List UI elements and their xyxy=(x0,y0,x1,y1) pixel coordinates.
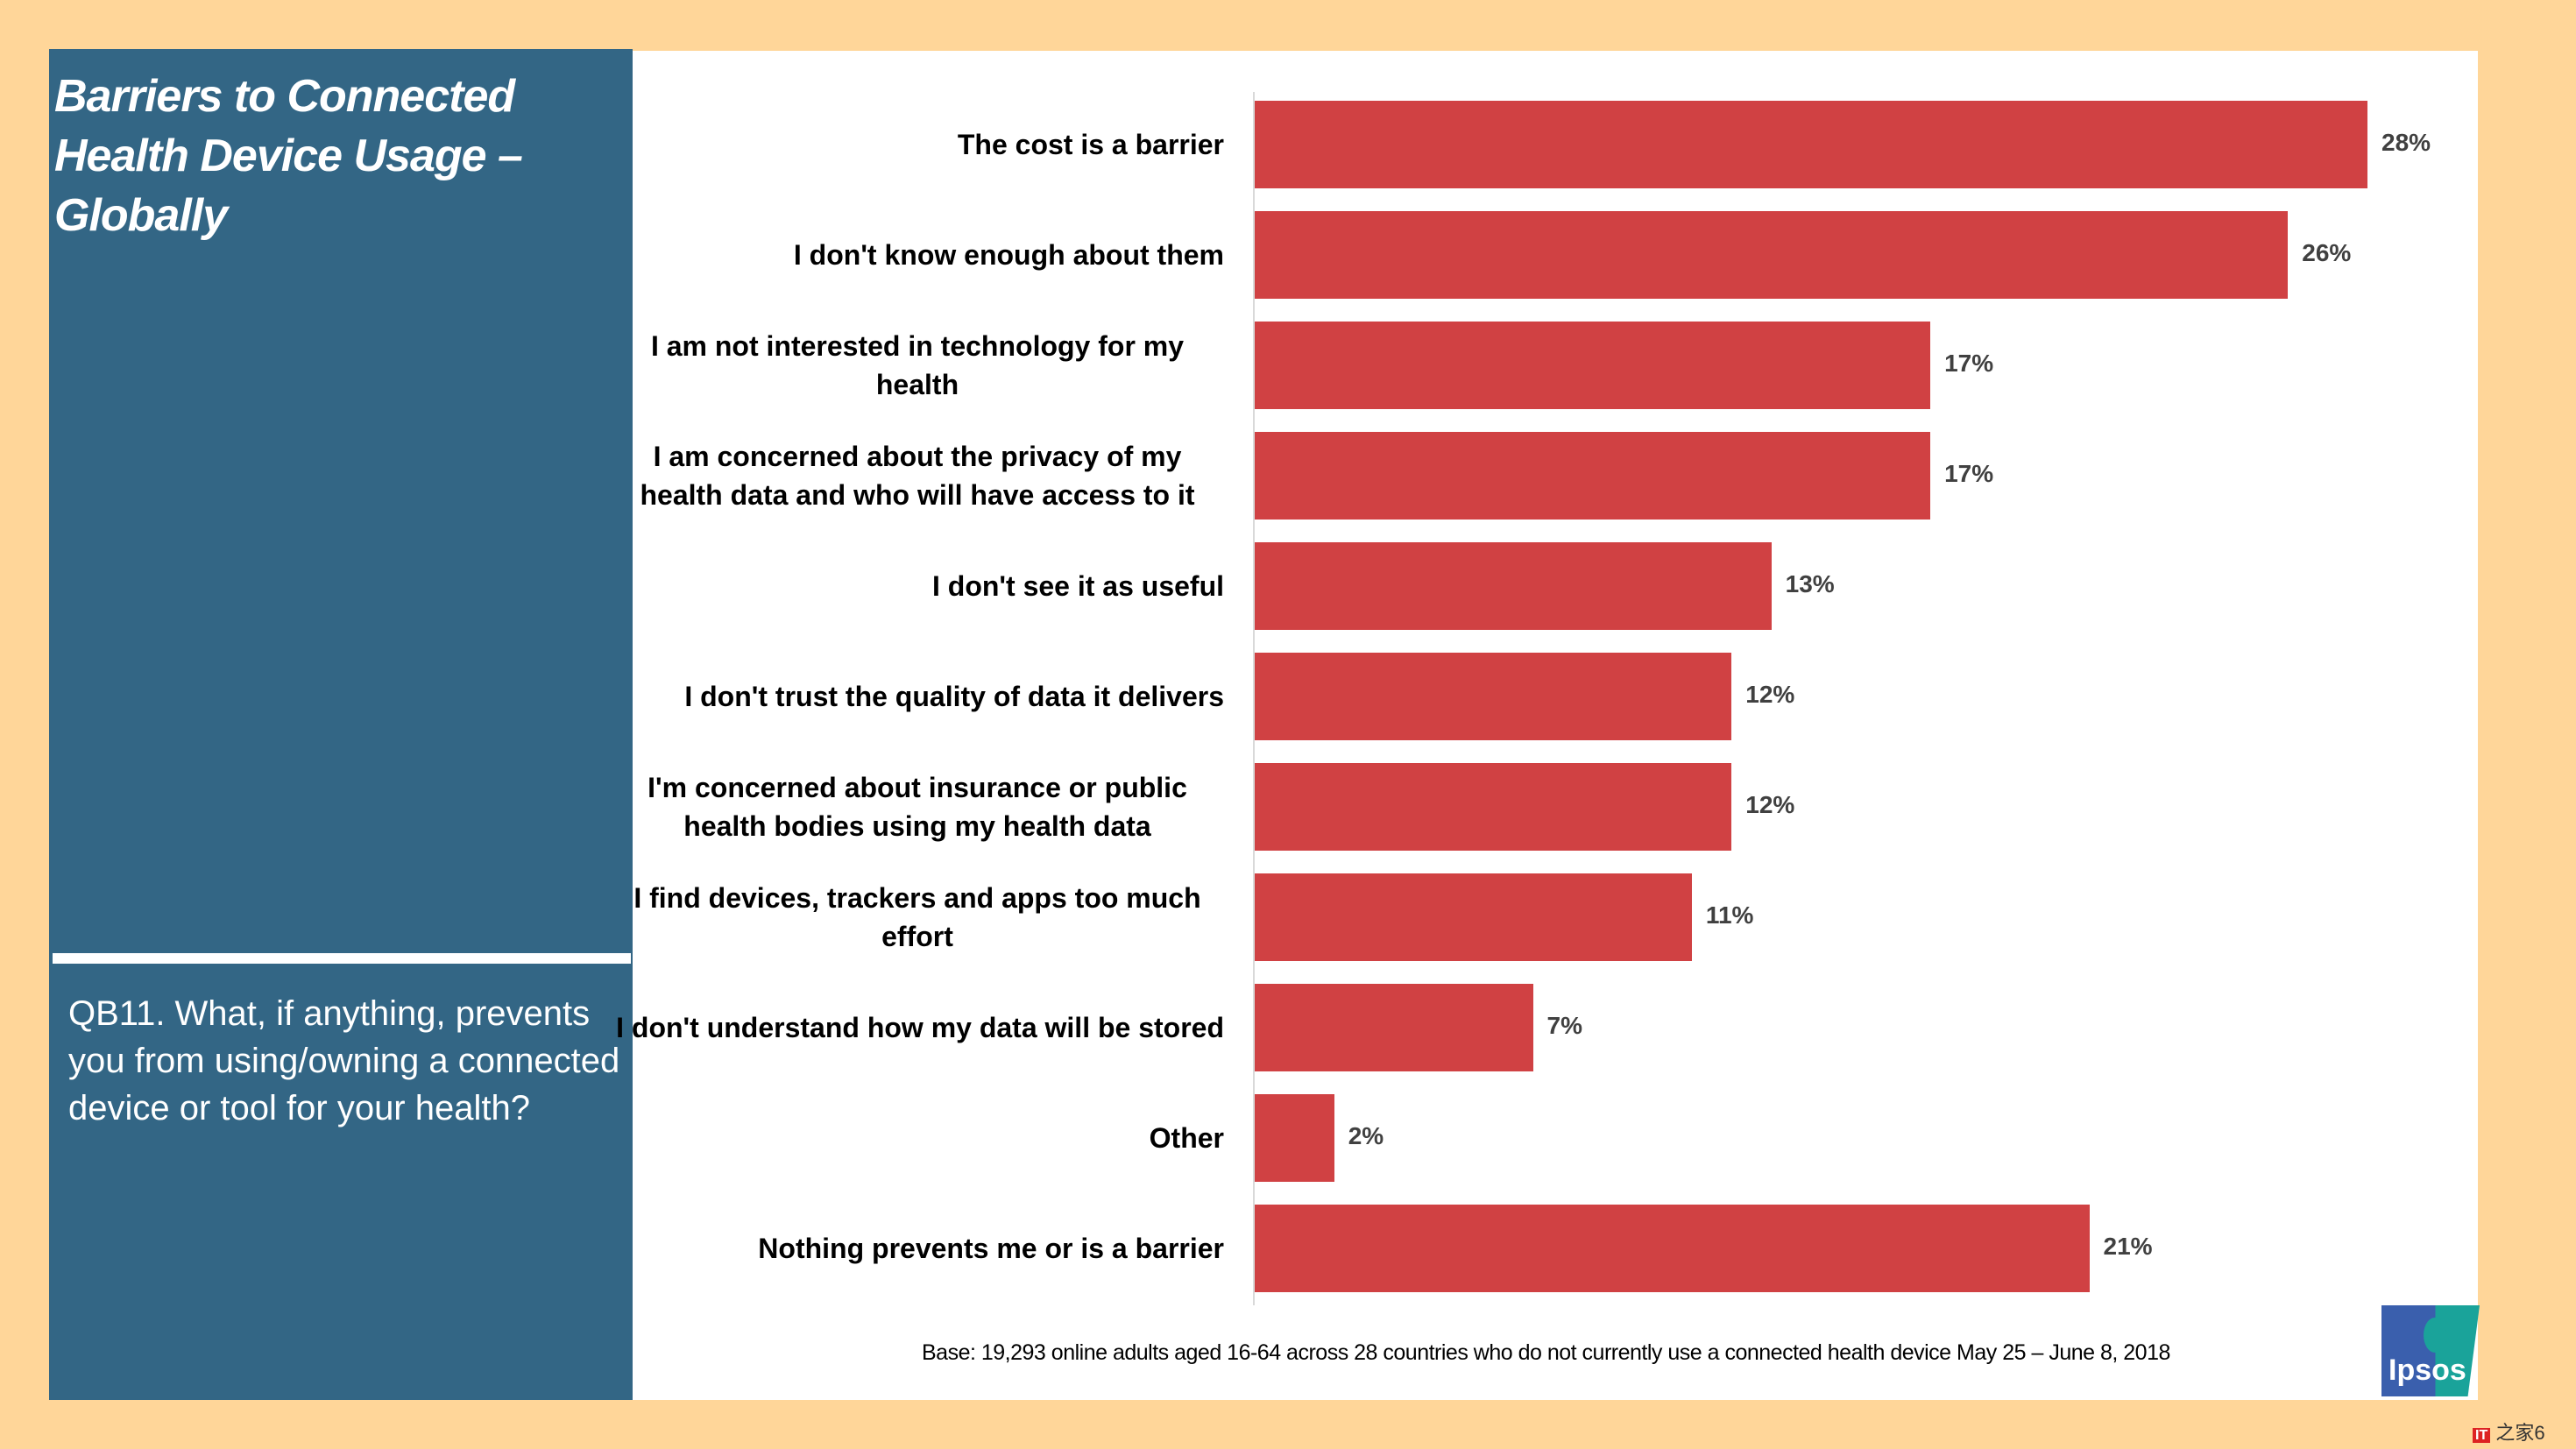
head-silhouette-icon xyxy=(2424,1318,2446,1353)
category-label: I don't see it as useful xyxy=(611,542,1224,630)
bar xyxy=(1255,1205,2090,1292)
category-label-text: I don't see it as useful xyxy=(931,570,1224,602)
category-label-text: I am not interested in technology for my… xyxy=(650,330,1185,400)
category-label: I am concerned about the privacy of my h… xyxy=(611,432,1224,520)
category-label-text: I find devices, trackers and apps too mu… xyxy=(633,882,1201,952)
category-label: I am not interested in technology for my… xyxy=(611,322,1224,409)
data-label: 7% xyxy=(1546,1012,1582,1039)
sidebar-panel xyxy=(49,49,633,1400)
data-label: 12% xyxy=(1745,681,1795,708)
category-label: I don't trust the quality of data it del… xyxy=(611,653,1224,740)
data-label: 17% xyxy=(1944,460,1994,487)
bar xyxy=(1255,653,1732,740)
bar xyxy=(1255,322,1931,409)
category-label-text: I don't trust the quality of data it del… xyxy=(684,681,1224,712)
bar xyxy=(1255,542,1772,630)
category-label: Nothing prevents me or is a barrier xyxy=(611,1205,1224,1292)
category-label-text: I am concerned about the privacy of my h… xyxy=(640,441,1195,511)
category-label-text: Nothing prevents me or is a barrier xyxy=(758,1233,1224,1264)
data-label: 13% xyxy=(1785,570,1835,597)
data-label: 12% xyxy=(1745,791,1795,818)
data-label: 26% xyxy=(2302,239,2352,266)
data-label: 21% xyxy=(2103,1233,2153,1260)
survey-question: QB11. What, if anything, prevents you fr… xyxy=(68,994,620,1127)
category-label-text: I'm concerned about insurance or public … xyxy=(648,772,1187,842)
category-label: I'm concerned about insurance or public … xyxy=(611,763,1224,851)
divider xyxy=(53,953,631,964)
bar xyxy=(1255,432,1931,520)
bar xyxy=(1255,211,2289,299)
watermark: IT 之家6 xyxy=(2473,1417,2545,1445)
category-label-text: Other xyxy=(1149,1122,1224,1154)
category-label-text: I don't understand how my data will be s… xyxy=(616,1012,1224,1043)
bar xyxy=(1255,873,1692,961)
ipsos-logo: Ipsos xyxy=(2381,1305,2480,1396)
bar xyxy=(1255,101,2367,188)
y-axis-line xyxy=(1253,92,1255,1305)
data-label: 11% xyxy=(1705,901,1754,929)
category-label-text: I don't know enough about them xyxy=(793,239,1224,271)
data-label: 2% xyxy=(1348,1122,1384,1149)
category-label: The cost is a barrier xyxy=(611,101,1224,188)
logo-text: Ipsos xyxy=(2388,1354,2466,1387)
data-label: 17% xyxy=(1944,350,1994,377)
category-label: I don't understand how my data will be s… xyxy=(611,984,1224,1071)
category-label: I don't know enough about them xyxy=(611,211,1224,299)
data-label: 28% xyxy=(2381,129,2431,156)
bar xyxy=(1255,984,1533,1071)
category-label-text: The cost is a barrier xyxy=(957,129,1224,160)
category-label: I find devices, trackers and apps too mu… xyxy=(611,873,1224,961)
bar xyxy=(1255,763,1732,851)
category-label: Other xyxy=(611,1094,1224,1182)
page-title: Barriers to Connected Health Device Usag… xyxy=(54,71,523,241)
base-note: Base: 19,293 online adults aged 16-64 ac… xyxy=(922,1340,2170,1365)
bar xyxy=(1255,1094,1334,1182)
